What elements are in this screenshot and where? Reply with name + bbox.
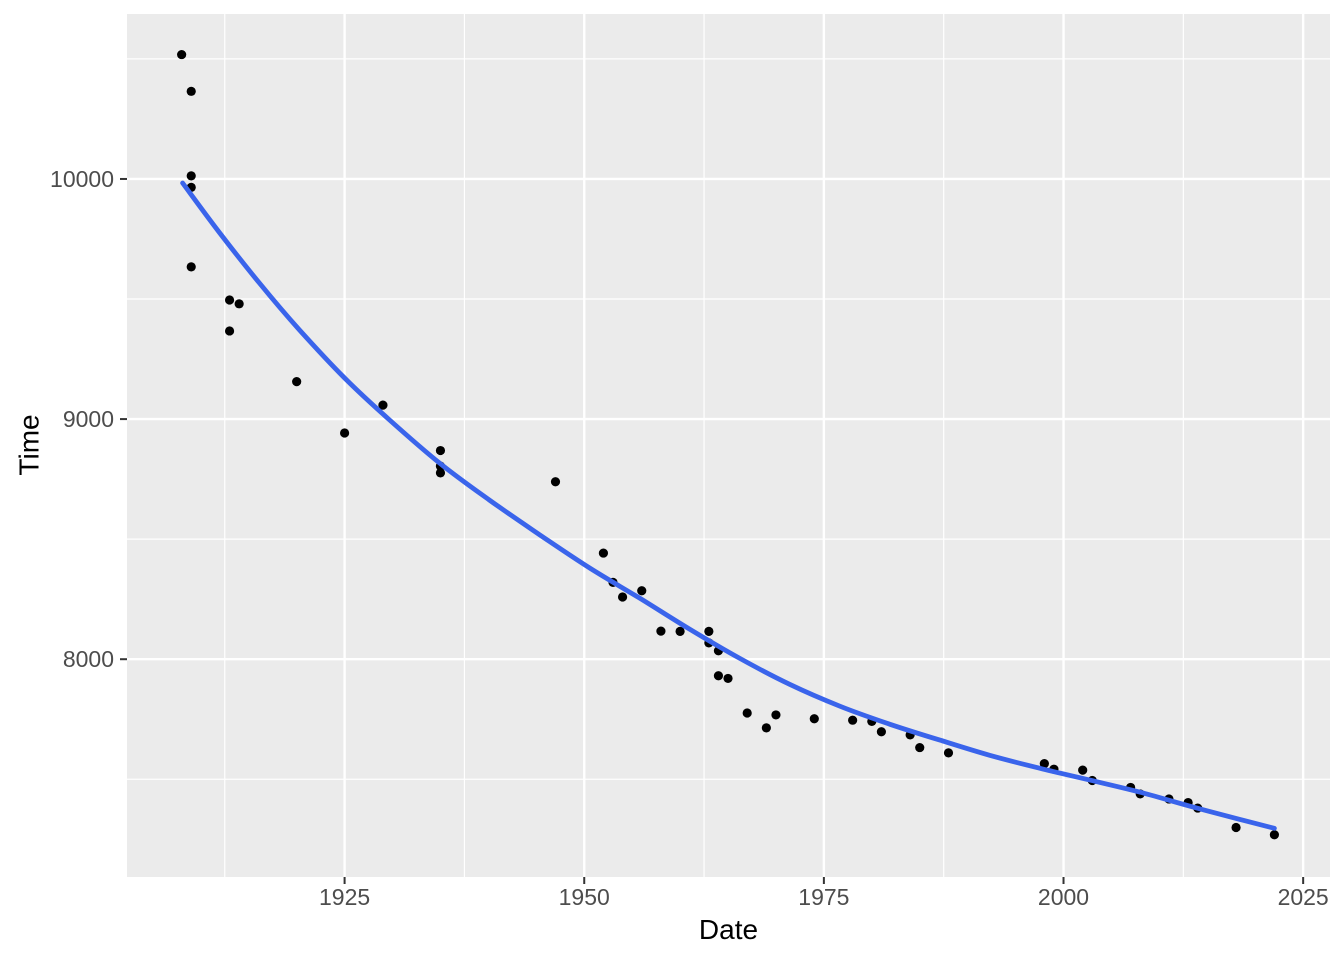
x-axis-title: Date bbox=[698, 914, 759, 945]
y-tick-label: 10000 bbox=[50, 166, 114, 192]
data-point bbox=[378, 400, 388, 410]
data-point bbox=[637, 586, 647, 596]
data-point bbox=[1231, 822, 1241, 833]
y-axis-title: Time bbox=[13, 414, 45, 476]
data-point bbox=[943, 748, 954, 758]
x-tick-label: 1975 bbox=[798, 884, 849, 910]
data-point bbox=[224, 326, 235, 336]
y-tick-label: 8000 bbox=[63, 646, 114, 672]
data-point bbox=[723, 673, 733, 684]
data-point bbox=[704, 626, 714, 636]
smooth-trend-line bbox=[180, 180, 1277, 831]
data-point bbox=[876, 727, 886, 737]
data-point bbox=[742, 708, 752, 718]
data-point bbox=[435, 468, 446, 478]
data-point bbox=[224, 295, 235, 305]
data-point bbox=[761, 723, 771, 733]
data-point bbox=[809, 714, 819, 724]
plot-panel bbox=[127, 14, 1330, 877]
data-point bbox=[186, 171, 196, 181]
data-point bbox=[848, 715, 858, 725]
data-point bbox=[713, 671, 724, 681]
data-point bbox=[186, 86, 196, 96]
data-point bbox=[550, 477, 561, 487]
data-point bbox=[186, 262, 196, 272]
x-tick-label: 2000 bbox=[1038, 884, 1089, 910]
data-point bbox=[339, 428, 350, 438]
x-tick-label: 1925 bbox=[319, 884, 370, 910]
x-tick-label: 2025 bbox=[1278, 884, 1329, 910]
data-point bbox=[1078, 765, 1088, 775]
data-point bbox=[598, 548, 609, 558]
data-point bbox=[675, 626, 685, 636]
data-point bbox=[234, 299, 244, 309]
data-point bbox=[435, 445, 446, 456]
data-point bbox=[177, 49, 187, 60]
data-point bbox=[656, 626, 666, 636]
data-point bbox=[771, 710, 781, 720]
x-tick-label: 1950 bbox=[559, 884, 610, 910]
data-point bbox=[1039, 759, 1049, 769]
data-point bbox=[617, 592, 628, 602]
data-point bbox=[292, 377, 302, 387]
y-tick-label: 9000 bbox=[63, 406, 114, 432]
data-point bbox=[1269, 830, 1280, 840]
data-point bbox=[915, 742, 925, 753]
